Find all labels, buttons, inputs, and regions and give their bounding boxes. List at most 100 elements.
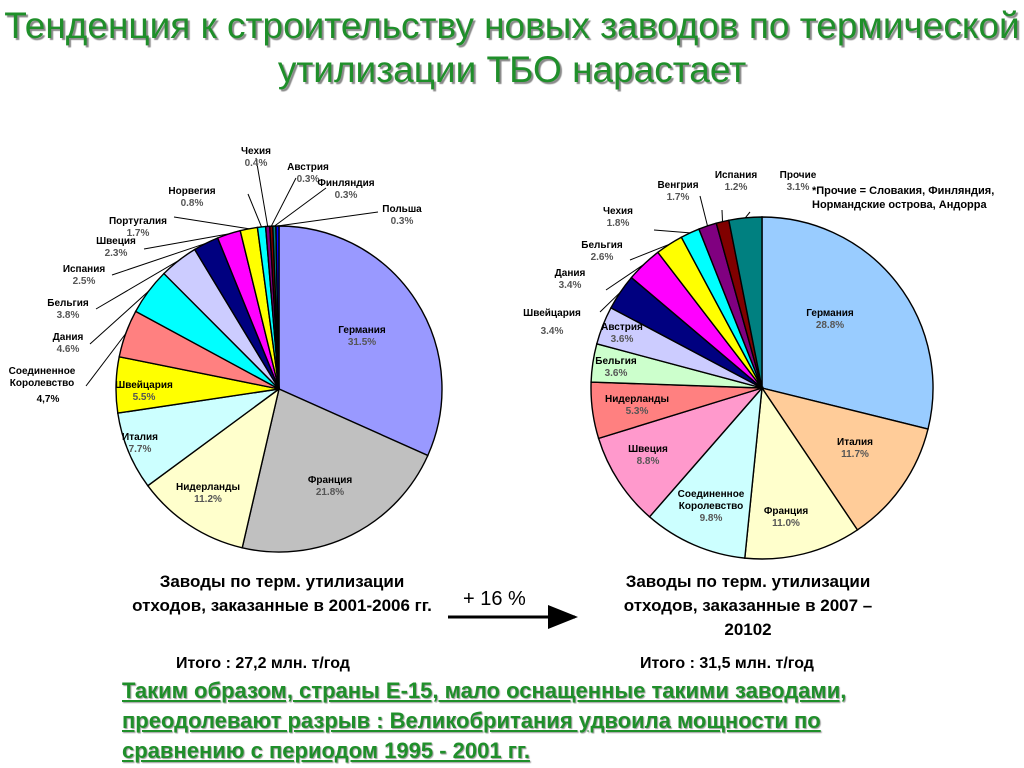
slice-label: Бельгия (47, 298, 89, 309)
slice-label: Франция (764, 506, 809, 517)
leader-line (274, 187, 327, 227)
pie-slice-1-1 (760, 386, 929, 531)
leader-line (653, 229, 691, 234)
slice-label: Швеция (628, 444, 668, 455)
leader-line (270, 177, 297, 227)
slice-label: Швейцария (523, 308, 581, 319)
slice-value-label: 3.6% (611, 334, 634, 345)
slice-value-label: 0.3% (297, 174, 320, 185)
slice-label: Австрия (287, 162, 329, 173)
slice-label: Германия (338, 325, 386, 336)
slice-value-label: 3.4% (559, 280, 582, 291)
slice-label: Бельгия (581, 240, 623, 251)
slice-label: Дания (53, 332, 84, 343)
leader-line (277, 211, 379, 227)
slice-value-label: 5.3% (626, 406, 649, 417)
pie-slice-1-4 (597, 386, 765, 518)
slice-value-label: 1.8% (607, 218, 630, 229)
slice-label: Соединенное (9, 366, 76, 377)
leader-line (89, 291, 149, 345)
slice-value-label: 11.7% (841, 449, 869, 460)
slice-label: Королевство (679, 501, 743, 512)
left-total: Итого : 27,2 млн. т/год (176, 655, 350, 672)
leader-line (255, 157, 269, 227)
pie-slice-0-2 (146, 387, 281, 549)
pie-slice-1-2 (744, 385, 859, 560)
slice-label: Чехия (603, 206, 633, 217)
right-total: Итого : 31,5 млн. т/год (640, 655, 814, 672)
slice-label: Германия (806, 308, 854, 319)
pie-slice-0-1 (241, 388, 429, 553)
growth-label: + 16 % (463, 588, 526, 610)
leader-line (111, 242, 207, 276)
slice-value-label: 11.2% (194, 494, 222, 505)
slice-value-label: 1.7% (127, 228, 150, 239)
slice-value-label: 28.8% (816, 320, 844, 331)
page-title: Тенденция к строительству новых заводов … (4, 5, 1020, 90)
slice-label: Швеция (96, 236, 136, 247)
slice-value-label: 5.5% (133, 392, 156, 403)
leader-line (173, 216, 249, 230)
pie-slice-1-3 (648, 385, 763, 559)
slice-value-label: 3.6% (605, 368, 628, 379)
slice-value-label: 9.8% (700, 513, 723, 524)
slice-label: Португалия (109, 216, 167, 227)
slice-label: Соединенное (678, 489, 745, 500)
slice-value-label: 2.6% (591, 252, 614, 263)
slice-value-label: 31.5% (348, 337, 376, 348)
conclusion-text: Таким образом, страны Е-15, мало оснащен… (122, 678, 847, 763)
slice-value-label: 2.3% (105, 248, 128, 259)
leader-line (247, 193, 262, 228)
slice-label: Дания (555, 268, 586, 279)
slice-label: Финляндия (317, 178, 374, 189)
slice-label: Чехия (241, 146, 271, 157)
slice-label: Австрия (601, 322, 643, 333)
right-chart-caption: Заводы по терм. утилизации отходов, зака… (623, 572, 873, 639)
slice-value-label: 1.7% (667, 192, 690, 203)
slice-label: Прочие (780, 170, 817, 181)
slice-value-label: 21.8% (316, 487, 344, 498)
slice-value-label: 3.4% (541, 326, 564, 337)
leader-line (629, 243, 670, 261)
slice-label: Испания (63, 264, 106, 275)
slice-value-label: 0.4% (245, 158, 268, 169)
leader-line (143, 233, 229, 250)
pie-slice-0-0 (278, 225, 443, 457)
slice-label: Испания (715, 170, 758, 181)
slice-label: Италия (122, 432, 158, 443)
others-footnote: *Прочие = Словакия, Финляндия, Нормандск… (812, 185, 995, 211)
slice-label: Швейцария (115, 380, 173, 391)
slice-value-label: 1.2% (725, 182, 748, 193)
leader-line (85, 333, 127, 387)
slice-value-label: 11.0% (772, 518, 800, 529)
slice-label: Бельгия (595, 356, 637, 367)
pie-slice-1-0 (761, 216, 934, 430)
slice-value-label: 7.7% (129, 444, 152, 455)
slice-label: Нидерланды (605, 394, 669, 405)
slice-value-label: 2.5% (73, 276, 96, 287)
slice-value-label: 0.3% (335, 190, 358, 201)
slice-label: Польша (382, 204, 422, 215)
slice-label: Нидерланды (176, 482, 240, 493)
leader-line (599, 291, 621, 313)
slice-value-label: 3.8% (57, 310, 80, 321)
slice-value-label: 3.1% (787, 182, 810, 193)
slice-label: Норвегия (168, 186, 215, 197)
slice-value-label: 4,7% (37, 394, 60, 405)
slice-value-label: 8.8% (637, 456, 660, 467)
slice-label: Венгрия (657, 180, 698, 191)
leader-line (95, 260, 179, 310)
slice-label: Франция (308, 475, 353, 486)
slice-value-label: 4.6% (57, 344, 80, 355)
slice-label: Италия (837, 437, 873, 448)
leader-line (721, 209, 723, 222)
slice-value-label: 0.3% (391, 216, 414, 227)
leader-line (699, 195, 708, 227)
leader-line (744, 211, 751, 219)
slice-label: Королевство (10, 378, 74, 389)
slice-value-label: 0.8% (181, 198, 204, 209)
leader-line (605, 263, 645, 291)
